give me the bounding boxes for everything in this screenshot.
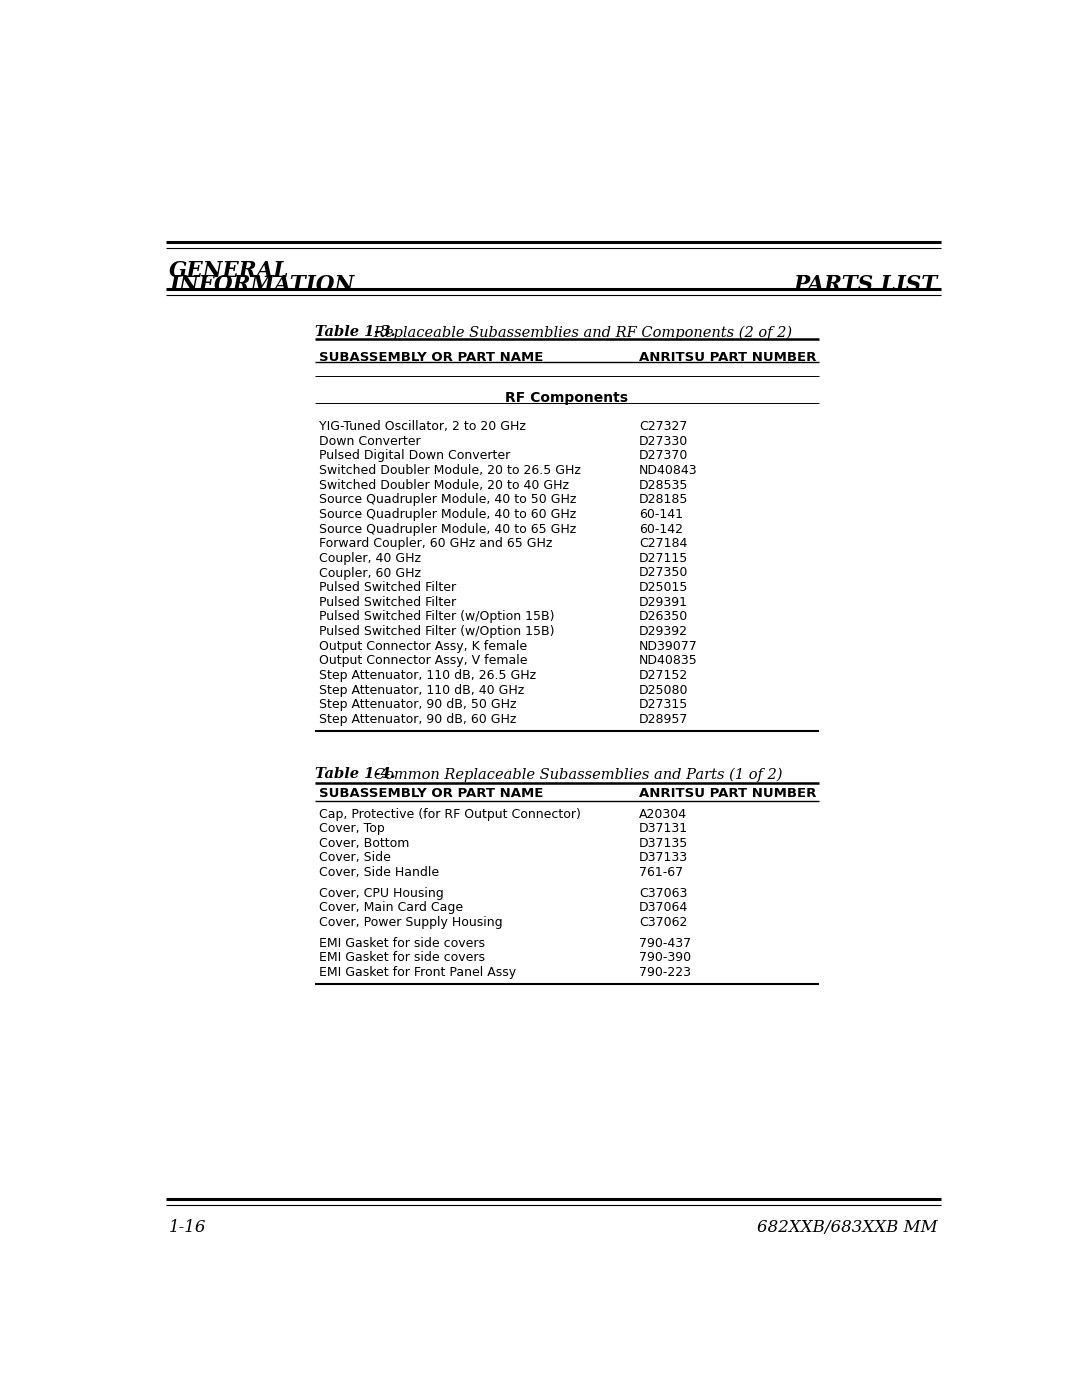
Text: Common Replaceable Subassemblies and Parts (1 of 2): Common Replaceable Subassemblies and Par… [360,767,782,782]
Text: Cover, Bottom: Cover, Bottom [320,837,409,849]
Text: C27327: C27327 [638,420,687,433]
Text: Source Quadrupler Module, 40 to 65 GHz: Source Quadrupler Module, 40 to 65 GHz [320,522,577,535]
Text: D27152: D27152 [638,669,688,682]
Text: Coupler, 40 GHz: Coupler, 40 GHz [320,552,421,564]
Text: Pulsed Switched Filter: Pulsed Switched Filter [320,581,457,594]
Text: Step Attenuator, 110 dB, 26.5 GHz: Step Attenuator, 110 dB, 26.5 GHz [320,669,537,682]
Text: Switched Doubler Module, 20 to 26.5 GHz: Switched Doubler Module, 20 to 26.5 GHz [320,464,581,478]
Text: A20304: A20304 [638,807,687,820]
Text: D27350: D27350 [638,567,688,580]
Text: 761-67: 761-67 [638,866,683,879]
Text: Step Attenuator, 90 dB, 60 GHz: Step Attenuator, 90 dB, 60 GHz [320,712,517,726]
Text: Source Quadrupler Module, 40 to 50 GHz: Source Quadrupler Module, 40 to 50 GHz [320,493,577,506]
Text: GENERAL: GENERAL [170,260,289,282]
Text: Cap, Protective (for RF Output Connector): Cap, Protective (for RF Output Connector… [320,807,581,820]
Text: D25080: D25080 [638,683,688,697]
Text: ANRITSU PART NUMBER: ANRITSU PART NUMBER [638,351,816,363]
Text: 790-390: 790-390 [638,951,691,964]
Text: INFORMATION: INFORMATION [170,274,354,296]
Text: Coupler, 60 GHz: Coupler, 60 GHz [320,567,421,580]
Text: Pulsed Digital Down Converter: Pulsed Digital Down Converter [320,450,511,462]
Text: Pulsed Switched Filter (w/Option 15B): Pulsed Switched Filter (w/Option 15B) [320,610,555,623]
Text: 790-437: 790-437 [638,937,691,950]
Text: D27370: D27370 [638,450,688,462]
Text: D37135: D37135 [638,837,688,849]
Text: ND39077: ND39077 [638,640,698,652]
Text: 60-142: 60-142 [638,522,683,535]
Text: Pulsed Switched Filter: Pulsed Switched Filter [320,595,457,609]
Text: C27184: C27184 [638,538,687,550]
Text: Switched Doubler Module, 20 to 40 GHz: Switched Doubler Module, 20 to 40 GHz [320,479,569,492]
Text: Table 1-3.: Table 1-3. [314,326,395,339]
Text: SUBASSEMBLY OR PART NAME: SUBASSEMBLY OR PART NAME [319,788,543,800]
Text: SUBASSEMBLY OR PART NAME: SUBASSEMBLY OR PART NAME [319,351,543,363]
Text: D28185: D28185 [638,493,688,506]
Text: ANRITSU PART NUMBER: ANRITSU PART NUMBER [638,788,816,800]
Text: D37064: D37064 [638,901,688,915]
Text: EMI Gasket for Front Panel Assy: EMI Gasket for Front Panel Assy [320,967,516,979]
Text: Output Connector Assy, K female: Output Connector Assy, K female [320,640,527,652]
Text: D37133: D37133 [638,851,688,865]
Text: 60-141: 60-141 [638,509,683,521]
Text: D27315: D27315 [638,698,688,711]
Text: C37062: C37062 [638,916,687,929]
Text: Cover, CPU Housing: Cover, CPU Housing [320,887,444,900]
Text: Output Connector Assy, V female: Output Connector Assy, V female [320,654,528,668]
Text: EMI Gasket for side covers: EMI Gasket for side covers [320,951,485,964]
Text: D28957: D28957 [638,712,688,726]
Text: PARTS LIST: PARTS LIST [794,274,937,296]
Text: D29391: D29391 [638,595,688,609]
Text: D25015: D25015 [638,581,688,594]
Text: Source Quadrupler Module, 40 to 60 GHz: Source Quadrupler Module, 40 to 60 GHz [320,509,577,521]
Text: ND40835: ND40835 [638,654,698,668]
Text: D26350: D26350 [638,610,688,623]
Text: 682XXB/683XXB MM: 682XXB/683XXB MM [757,1218,937,1236]
Text: Cover, Side Handle: Cover, Side Handle [320,866,440,879]
Text: 790-223: 790-223 [638,967,691,979]
Text: D28535: D28535 [638,479,688,492]
Text: Forward Coupler, 60 GHz and 65 GHz: Forward Coupler, 60 GHz and 65 GHz [320,538,553,550]
Text: Step Attenuator, 90 dB, 50 GHz: Step Attenuator, 90 dB, 50 GHz [320,698,517,711]
Text: EMI Gasket for side covers: EMI Gasket for side covers [320,937,485,950]
Text: Down Converter: Down Converter [320,434,421,448]
Text: Cover, Main Card Cage: Cover, Main Card Cage [320,901,463,915]
Text: Table 1-4.: Table 1-4. [314,767,395,781]
Text: D29392: D29392 [638,624,688,638]
Text: C37063: C37063 [638,887,687,900]
Text: Replaceable Subassemblies and RF Components (2 of 2): Replaceable Subassemblies and RF Compone… [360,326,792,339]
Text: RF Components: RF Components [505,391,629,405]
Text: Step Attenuator, 110 dB, 40 GHz: Step Attenuator, 110 dB, 40 GHz [320,683,525,697]
Text: Cover, Power Supply Housing: Cover, Power Supply Housing [320,916,503,929]
Text: Pulsed Switched Filter (w/Option 15B): Pulsed Switched Filter (w/Option 15B) [320,624,555,638]
Text: 1-16: 1-16 [170,1218,206,1236]
Text: D37131: D37131 [638,823,688,835]
Text: ND40843: ND40843 [638,464,698,478]
Text: D27115: D27115 [638,552,688,564]
Text: D27330: D27330 [638,434,688,448]
Text: YIG-Tuned Oscillator, 2 to 20 GHz: YIG-Tuned Oscillator, 2 to 20 GHz [320,420,526,433]
Text: Cover, Side: Cover, Side [320,851,391,865]
Text: Cover, Top: Cover, Top [320,823,386,835]
